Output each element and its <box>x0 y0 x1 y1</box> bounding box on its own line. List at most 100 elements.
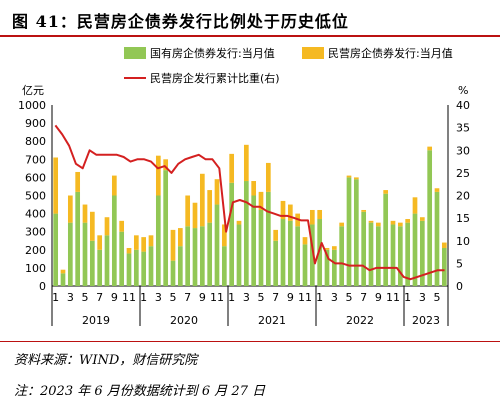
bar-state-owned <box>265 191 271 286</box>
bar-private <box>361 209 367 212</box>
bar-state-owned <box>441 247 447 286</box>
bar-state-owned <box>412 213 418 286</box>
bar-state-owned <box>148 246 154 286</box>
bar-state-owned <box>302 244 308 286</box>
bar-private <box>163 159 169 171</box>
x-tick-label: 3 <box>155 291 162 304</box>
bar-state-owned <box>163 170 169 286</box>
bar-state-owned <box>287 220 293 286</box>
bar-state-owned <box>309 224 315 286</box>
bar-private <box>251 181 257 196</box>
bar-private <box>177 228 183 247</box>
x-tick-label: 5 <box>346 291 353 304</box>
x-tick-label: 5 <box>258 291 265 304</box>
bar-private <box>89 211 95 241</box>
bar-state-owned <box>75 191 81 286</box>
bar-state-owned <box>273 240 279 286</box>
left-tick-label: 800 <box>25 135 46 148</box>
bar-private <box>368 220 374 223</box>
right-tick-label: 40 <box>456 99 470 112</box>
bar-state-owned <box>295 226 301 286</box>
left-tick-label: 0 <box>39 280 46 293</box>
left-tick-label: 200 <box>25 244 46 257</box>
figure-header: 图 41：民营房企债券发行比例处于历史低位 <box>0 2 500 37</box>
bar-state-owned <box>229 182 235 286</box>
x-tick-label: 9 <box>199 291 206 304</box>
bar-state-owned <box>126 253 132 286</box>
bar-private <box>412 197 418 214</box>
bar-private <box>346 175 352 178</box>
x-tick-label: 1 <box>316 291 323 304</box>
bar-private <box>155 155 161 196</box>
bar-state-owned <box>141 251 147 286</box>
bar-private <box>185 195 191 227</box>
bar-state-owned <box>419 220 425 286</box>
bar-private <box>141 237 147 252</box>
bar-state-owned <box>361 211 367 286</box>
bar-state-owned <box>251 195 257 286</box>
x-tick-label: 7 <box>184 291 191 304</box>
bar-state-owned <box>133 249 139 286</box>
legend-swatch-private <box>302 47 324 59</box>
left-tick-label: 700 <box>25 153 46 166</box>
bar-private <box>287 204 293 221</box>
bar-private <box>97 235 103 250</box>
right-axis-unit: % <box>458 84 468 97</box>
x-tick-label: 3 <box>67 291 74 304</box>
x-tick-label: 11 <box>122 291 136 304</box>
bar-private <box>383 190 389 194</box>
title-rule <box>0 35 500 37</box>
source-rule <box>0 341 500 342</box>
figure-title: 图 41：民营房企债券发行比例处于历史低位 <box>12 12 349 31</box>
legend-label-state-owned: 国有房企债券发行:当月值 <box>150 46 275 60</box>
bar-private <box>405 219 411 223</box>
bar-state-owned <box>375 226 381 286</box>
bar-private <box>119 220 125 232</box>
bar-private <box>229 153 235 183</box>
x-tick-label: 1 <box>404 291 411 304</box>
bar-private <box>309 209 315 225</box>
bar-private <box>133 235 139 250</box>
left-tick-label: 300 <box>25 226 46 239</box>
bar-private <box>331 246 337 250</box>
bar-state-owned <box>346 177 352 286</box>
x-tick-label: 1 <box>140 291 147 304</box>
bar-private <box>324 247 330 250</box>
bar-state-owned <box>155 195 161 286</box>
bar-private <box>236 220 242 225</box>
bar-state-owned <box>258 209 264 286</box>
bar-private <box>75 171 81 192</box>
right-tick-label: 5 <box>456 257 463 270</box>
legend-swatch-state-owned <box>124 47 146 59</box>
left-tick-label: 900 <box>25 117 46 130</box>
year-label: 2021 <box>258 314 286 327</box>
bar-private <box>397 222 403 227</box>
bar-private <box>375 222 381 227</box>
right-tick-label: 0 <box>456 280 463 293</box>
bar-state-owned <box>339 226 345 286</box>
left-tick-label: 600 <box>25 171 46 184</box>
bar-private <box>126 247 132 254</box>
x-tick-label: 1 <box>228 291 235 304</box>
right-tick-label: 25 <box>456 167 470 180</box>
bar-private <box>273 229 279 241</box>
bar-state-owned <box>207 222 213 286</box>
bar-state-owned <box>280 219 286 286</box>
x-tick-label: 3 <box>243 291 250 304</box>
bar-state-owned <box>390 224 396 286</box>
year-label: 2022 <box>346 314 374 327</box>
bar-private <box>53 157 59 214</box>
x-tick-label: 11 <box>210 291 224 304</box>
bar-state-owned <box>104 235 110 286</box>
bar-state-owned <box>331 249 337 286</box>
year-label: 2019 <box>82 314 110 327</box>
bar-private <box>104 217 110 236</box>
bar-private <box>111 175 117 196</box>
year-label: 2023 <box>412 314 440 327</box>
bar-private <box>434 188 440 192</box>
left-tick-label: 400 <box>25 208 46 221</box>
right-tick-label: 15 <box>456 212 470 225</box>
bar-private <box>214 179 220 205</box>
x-tick-label: 5 <box>170 291 177 304</box>
bar-private <box>243 144 249 182</box>
